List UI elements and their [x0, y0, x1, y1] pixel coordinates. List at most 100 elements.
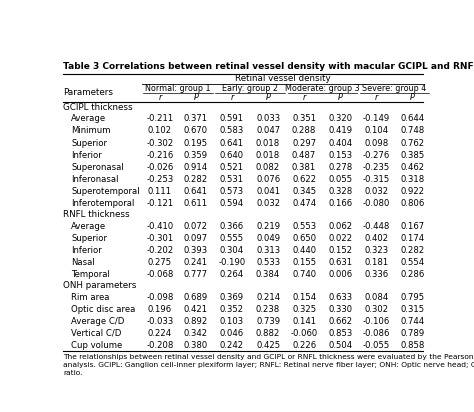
Text: Normal: group 1: Normal: group 1	[145, 84, 211, 93]
Text: -0.235: -0.235	[363, 163, 390, 172]
Text: 0.195: 0.195	[184, 138, 208, 147]
Text: 0.242: 0.242	[220, 341, 244, 350]
Text: 0.041: 0.041	[256, 187, 280, 196]
Text: 0.103: 0.103	[220, 317, 244, 326]
Text: Minimum: Minimum	[71, 126, 110, 136]
Text: 0.748: 0.748	[400, 126, 424, 136]
Text: 0.474: 0.474	[292, 199, 316, 208]
Text: 0.328: 0.328	[328, 187, 352, 196]
Text: -0.149: -0.149	[363, 115, 390, 124]
Text: Average: Average	[71, 222, 106, 231]
Text: 0.591: 0.591	[220, 115, 244, 124]
Text: 0.404: 0.404	[328, 138, 352, 147]
Text: 0.302: 0.302	[364, 305, 388, 314]
Text: 0.611: 0.611	[184, 199, 208, 208]
Text: ONH parameters: ONH parameters	[63, 281, 137, 290]
Text: 0.098: 0.098	[364, 138, 388, 147]
Text: -0.060: -0.060	[291, 329, 318, 338]
Text: -0.276: -0.276	[363, 150, 390, 159]
Text: Superior: Superior	[71, 234, 107, 243]
Text: 0.554: 0.554	[400, 258, 424, 267]
Text: 0.181: 0.181	[364, 258, 388, 267]
Text: Average: Average	[71, 115, 106, 124]
Text: 0.583: 0.583	[220, 126, 244, 136]
Text: 0.032: 0.032	[256, 199, 280, 208]
Text: 0.504: 0.504	[328, 341, 352, 350]
Text: 0.853: 0.853	[328, 329, 352, 338]
Text: 0.286: 0.286	[400, 270, 424, 279]
Text: -0.106: -0.106	[363, 317, 390, 326]
Text: 0.425: 0.425	[256, 341, 280, 350]
Text: Severe: group 4: Severe: group 4	[362, 84, 426, 93]
Text: 0.351: 0.351	[292, 115, 316, 124]
Text: -0.033: -0.033	[146, 317, 173, 326]
Text: r: r	[302, 93, 306, 102]
Text: 0.111: 0.111	[148, 187, 172, 196]
Text: Temporal: Temporal	[71, 270, 110, 279]
Text: -0.202: -0.202	[146, 246, 173, 255]
Text: 0.282: 0.282	[400, 246, 424, 255]
Text: Inferior: Inferior	[71, 246, 102, 255]
Text: 0.033: 0.033	[256, 115, 280, 124]
Text: The relationships between retinal vessel density and GCIPL or RNFL thickness wer: The relationships between retinal vessel…	[63, 354, 474, 376]
Text: Vertical C/D: Vertical C/D	[71, 329, 121, 338]
Text: Optic disc area: Optic disc area	[71, 305, 136, 314]
Text: -0.080: -0.080	[363, 199, 390, 208]
Text: 0.555: 0.555	[220, 234, 244, 243]
Text: 0.777: 0.777	[184, 270, 208, 279]
Text: 0.385: 0.385	[400, 150, 424, 159]
Text: 0.419: 0.419	[328, 126, 352, 136]
Text: 0.278: 0.278	[328, 163, 352, 172]
Text: -0.086: -0.086	[363, 329, 390, 338]
Text: 0.352: 0.352	[220, 305, 244, 314]
Text: 0.892: 0.892	[184, 317, 208, 326]
Text: Retinal vessel density: Retinal vessel density	[235, 75, 330, 84]
Text: 0.141: 0.141	[292, 317, 316, 326]
Text: P: P	[193, 93, 199, 102]
Text: 0.402: 0.402	[364, 234, 388, 243]
Text: -0.410: -0.410	[146, 222, 173, 231]
Text: 0.380: 0.380	[184, 341, 208, 350]
Text: -0.211: -0.211	[146, 115, 173, 124]
Text: 0.196: 0.196	[148, 305, 172, 314]
Text: 0.166: 0.166	[328, 199, 352, 208]
Text: 0.072: 0.072	[184, 222, 208, 231]
Text: 0.214: 0.214	[256, 293, 280, 302]
Text: 0.487: 0.487	[292, 150, 316, 159]
Text: 0.384: 0.384	[256, 270, 280, 279]
Text: -0.026: -0.026	[146, 163, 173, 172]
Text: 0.153: 0.153	[328, 150, 352, 159]
Text: 0.224: 0.224	[148, 329, 172, 338]
Text: 0.640: 0.640	[220, 150, 244, 159]
Text: P: P	[337, 93, 343, 102]
Text: -0.190: -0.190	[219, 258, 246, 267]
Text: 0.018: 0.018	[256, 138, 280, 147]
Text: Nasal: Nasal	[71, 258, 95, 267]
Text: -0.216: -0.216	[146, 150, 173, 159]
Text: 0.323: 0.323	[364, 246, 388, 255]
Text: 0.018: 0.018	[256, 150, 280, 159]
Text: Cup volume: Cup volume	[71, 341, 122, 350]
Text: 0.369: 0.369	[220, 293, 244, 302]
Text: -0.253: -0.253	[146, 175, 173, 184]
Text: Early: group 2: Early: group 2	[222, 84, 278, 93]
Text: 0.650: 0.650	[292, 234, 316, 243]
Text: 0.531: 0.531	[220, 175, 244, 184]
Text: -0.448: -0.448	[363, 222, 390, 231]
Text: 0.282: 0.282	[184, 175, 208, 184]
Text: 0.084: 0.084	[364, 293, 388, 302]
Text: 0.371: 0.371	[184, 115, 208, 124]
Text: Superotemporal: Superotemporal	[71, 187, 140, 196]
Text: 0.320: 0.320	[328, 115, 352, 124]
Text: 0.644: 0.644	[400, 115, 424, 124]
Text: 0.342: 0.342	[184, 329, 208, 338]
Text: 0.789: 0.789	[400, 329, 424, 338]
Text: 0.313: 0.313	[256, 246, 280, 255]
Text: 0.914: 0.914	[184, 163, 208, 172]
Text: 0.330: 0.330	[328, 305, 352, 314]
Text: r: r	[158, 93, 162, 102]
Text: 0.366: 0.366	[220, 222, 244, 231]
Text: 0.325: 0.325	[292, 305, 316, 314]
Text: 0.006: 0.006	[328, 270, 352, 279]
Text: Inferonasal: Inferonasal	[71, 175, 118, 184]
